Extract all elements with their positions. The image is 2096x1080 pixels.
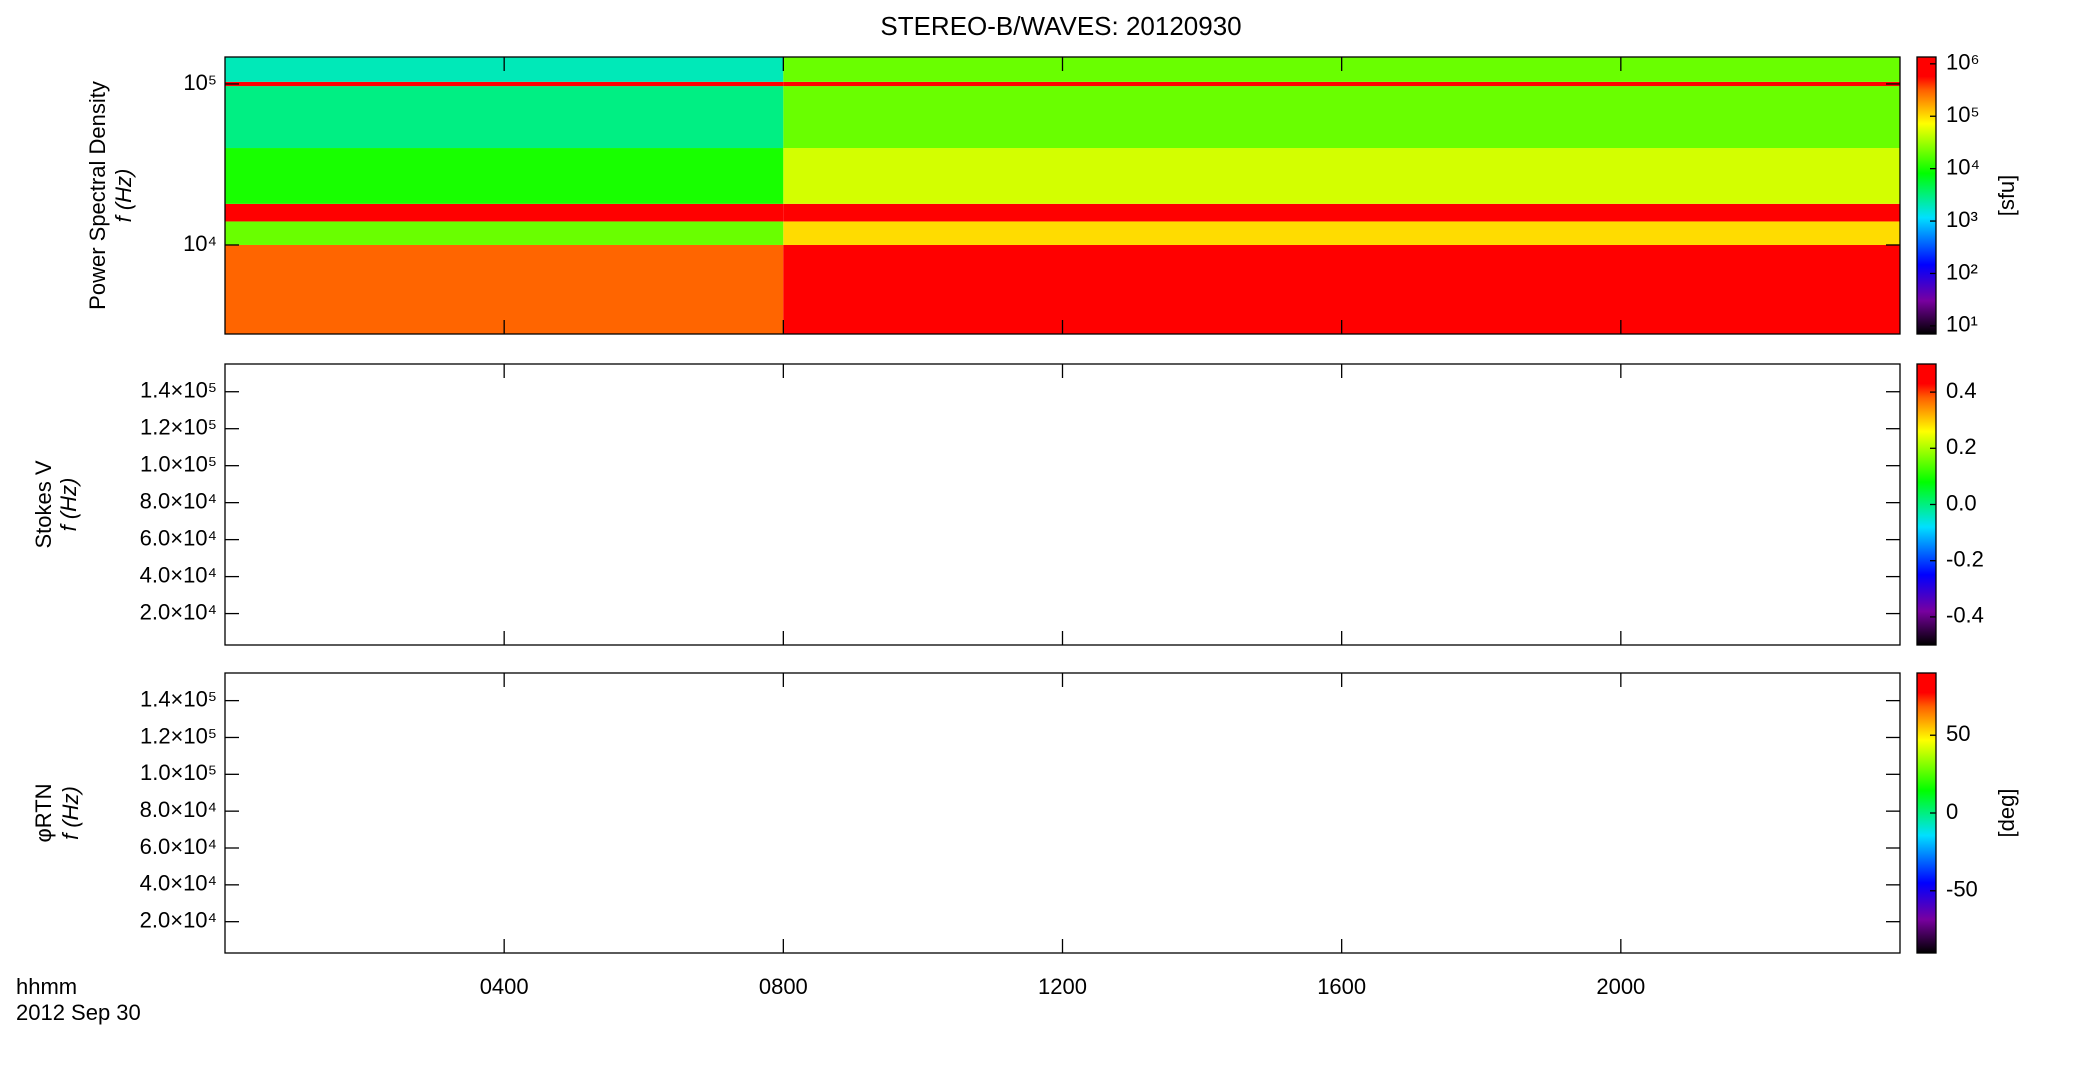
colorbar-tick-label: 0.0 — [1946, 490, 1977, 515]
chart-title: STEREO-B/WAVES: 20120930 — [880, 11, 1241, 41]
colorbar-tick-label: 0.2 — [1946, 434, 1977, 459]
y-tick-label: 2.0×10⁴ — [140, 599, 217, 624]
y-tick-label: 1.2×10⁵ — [140, 415, 217, 440]
y-axis-label: f (Hz) — [58, 786, 83, 840]
colorbar-tick-label: 10⁶ — [1946, 50, 1980, 75]
y-tick-label: 1.2×10⁵ — [140, 723, 217, 748]
x-axis-date: 2012 Sep 30 — [16, 1000, 141, 1025]
spectrogram-cell — [225, 221, 784, 245]
colorbar-tick-label: 50 — [1946, 721, 1970, 746]
spectrogram-cell — [783, 86, 1901, 149]
y-tick-label: 2.0×10⁴ — [140, 907, 217, 932]
y-tick-label: 6.0×10⁴ — [140, 525, 217, 550]
x-tick-label: 1600 — [1317, 974, 1366, 999]
y-tick-label: 1.0×10⁵ — [140, 760, 217, 785]
spectrogram-cell — [225, 86, 784, 149]
spectrogram-cell — [783, 221, 1901, 245]
y-axis-label: f (Hz) — [56, 478, 81, 532]
y-tick-label: 10⁴ — [183, 231, 217, 256]
colorbar-tick-label: 0.4 — [1946, 378, 1977, 403]
y-axis-label: Power Spectral Density — [85, 81, 110, 310]
x-axis-label: hhmm — [16, 974, 77, 999]
y-tick-label: 4.0×10⁴ — [140, 562, 217, 587]
y-axis-label: φRTN — [31, 783, 56, 842]
spectrogram-cell — [225, 148, 784, 204]
spectrogram-cell — [225, 81, 784, 87]
colorbar-tick-label: -50 — [1946, 877, 1978, 902]
x-tick-label: 2000 — [1596, 974, 1645, 999]
colorbar-tick-label: 10³ — [1946, 207, 1978, 232]
colorbar-tick-label: -0.4 — [1946, 603, 1984, 628]
spectrogram-cell — [783, 148, 1901, 204]
colorbar-tick-label: 10² — [1946, 259, 1978, 284]
colorbar — [1916, 56, 1937, 335]
y-tick-label: 1.4×10⁵ — [140, 378, 217, 403]
y-tick-label: 10⁵ — [183, 70, 217, 95]
y-tick-label: 8.0×10⁴ — [140, 797, 217, 822]
y-tick-label: 8.0×10⁴ — [140, 488, 217, 513]
y-axis-label: f (Hz) — [111, 169, 136, 223]
x-tick-label: 0800 — [759, 974, 808, 999]
y-tick-label: 1.4×10⁵ — [140, 686, 217, 711]
y-tick-label: 1.0×10⁵ — [140, 451, 217, 476]
colorbar-tick-label: -0.2 — [1946, 547, 1984, 572]
spectrogram-cell — [225, 203, 784, 222]
colorbar-tick-label: 10⁵ — [1946, 102, 1980, 127]
colorbar-tick-label: 10¹ — [1946, 312, 1978, 337]
panel-frame — [224, 363, 1901, 646]
x-tick-label: 1200 — [1038, 974, 1087, 999]
colorbar-tick-label: 0 — [1946, 799, 1958, 824]
y-tick-label: 4.0×10⁴ — [140, 871, 217, 896]
colorbar-tick-label: 10⁴ — [1946, 154, 1980, 179]
spectrogram-cell — [225, 244, 784, 334]
spectrogram-cell — [783, 244, 1901, 334]
y-tick-label: 6.0×10⁴ — [140, 834, 217, 859]
colorbar-label: [sfu] — [1994, 175, 2019, 217]
colorbar-label: [deg] — [1994, 789, 2019, 838]
panel-frame — [224, 672, 1901, 954]
spectrogram-cell — [783, 81, 1901, 87]
x-tick-label: 0400 — [480, 974, 529, 999]
y-axis-label: Stokes V — [31, 460, 56, 548]
spectrogram-cell — [783, 203, 1901, 222]
